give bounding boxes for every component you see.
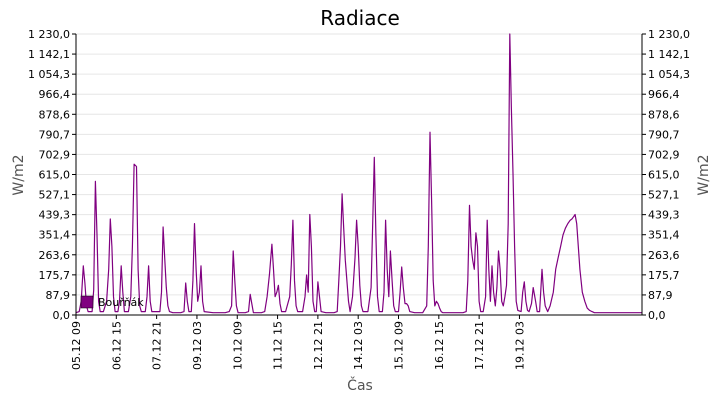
y-tick-label-right: 0,0 — [648, 309, 666, 322]
y-tick-label-right: 1 230,0 — [648, 28, 690, 41]
y-tick-label-right: 878,6 — [648, 108, 680, 121]
legend: Bouřňák — [80, 295, 144, 309]
y-tick-label-left: 615,0 — [39, 169, 71, 182]
chart-title: Radiace — [320, 6, 400, 30]
y-tick-label-right: 527,1 — [648, 189, 680, 202]
y-tick-label-right: 702,9 — [648, 148, 680, 161]
x-tick-label: 16.12 15 — [433, 321, 446, 370]
x-tick-label: 11.12 15 — [272, 321, 285, 370]
y-tick-label-right: 351,4 — [648, 229, 680, 242]
y-tick-label-left: 351,4 — [39, 229, 71, 242]
x-tick-label: 07.12 21 — [151, 321, 164, 370]
y-tick-label-left: 790,7 — [39, 128, 71, 141]
x-axis: 05.12 09 06.12 15 07.12 21 09.12 03 10.12 09… — [70, 315, 526, 370]
legend-swatch — [80, 295, 94, 309]
y-tick-label-left: 1 054,3 — [28, 68, 70, 81]
x-axis-title: Čas — [347, 376, 373, 394]
x-tick-label: 09.12 03 — [191, 321, 204, 370]
x-tick-label: 17.12 21 — [473, 321, 486, 370]
y-tick-label-left: 0,0 — [53, 309, 71, 322]
y-tick-label-left: 966,4 — [39, 88, 71, 101]
x-tick-label: 15.12 09 — [393, 321, 406, 370]
y-tick-label-left: 878,6 — [39, 108, 71, 121]
y-tick-label-left: 1 230,0 — [28, 28, 70, 41]
y-tick-label-left: 175,7 — [39, 269, 71, 282]
legend-label: Bouřňák — [98, 296, 144, 309]
x-tick-label: 12.12 21 — [312, 321, 325, 370]
y-tick-label-left: 263,6 — [39, 249, 71, 262]
x-tick-label: 10.12 09 — [231, 321, 244, 370]
y-tick-label-right: 87,9 — [648, 289, 673, 302]
y-axis-left: 0,0 87,9 175,7 263,6 351,4 439,3 527,1 615,0 702… — [28, 28, 76, 322]
x-tick-label: 05.12 09 — [70, 321, 83, 370]
y-tick-label-right: 439,3 — [648, 209, 680, 222]
x-tick-label: 14.12 03 — [352, 321, 365, 370]
data-series — [75, 33, 642, 314]
y-tick-label-left: 702,9 — [39, 148, 71, 161]
series-line — [75, 33, 642, 314]
y-tick-label-right: 966,4 — [648, 88, 680, 101]
y-tick-label-left: 439,3 — [39, 209, 71, 222]
y-tick-label-right: 1 054,3 — [648, 68, 690, 81]
y-tick-label-right: 615,0 — [648, 169, 680, 182]
y-tick-label-right: 1 142,1 — [648, 48, 690, 61]
y-axis-title-right: W/m2 — [696, 154, 712, 195]
y-tick-label-left: 1 142,1 — [28, 48, 70, 61]
y-tick-label-left: 87,9 — [46, 289, 71, 302]
x-tick-label: 06.12 15 — [110, 321, 123, 370]
y-tick-label-left: 527,1 — [39, 189, 71, 202]
y-axis-title-left: W/m2 — [11, 154, 27, 195]
y-tick-label-right: 175,7 — [648, 269, 680, 282]
x-tick-label: 19.12 03 — [513, 321, 526, 370]
y-tick-label-right: 790,7 — [648, 128, 680, 141]
y-tick-label-right: 263,6 — [648, 249, 680, 262]
y-axis-right: 0,0 87,9 175,7 263,6 351,4 439,3 527,1 615,0 702… — [642, 28, 690, 322]
